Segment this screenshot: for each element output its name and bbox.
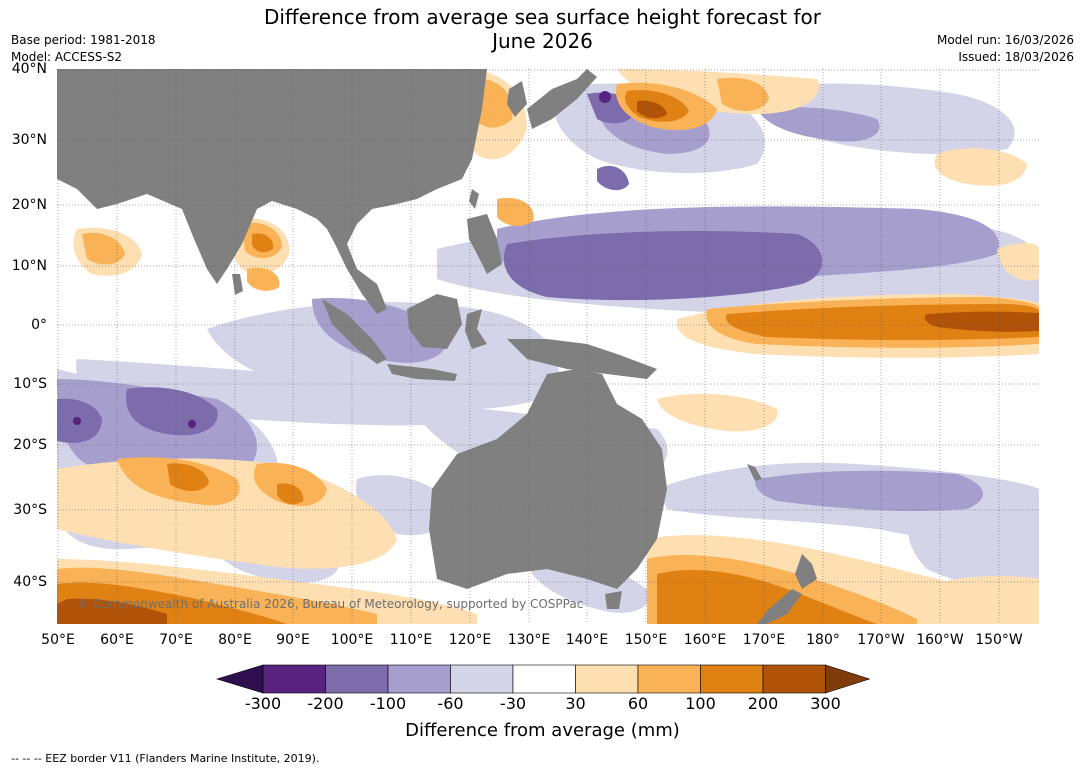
meta-right: Model run: 16/03/2026 Issued: 18/03/2026 xyxy=(937,32,1074,66)
colorbar-tick-label: -300 xyxy=(244,694,282,713)
footnote-text: -- -- -- EEZ border V11 (Flanders Marine… xyxy=(11,752,320,765)
lon-label-140e: 140°E xyxy=(565,632,609,648)
lat-label-40s: 40°S xyxy=(13,574,47,590)
lat-label-10n: 10°N xyxy=(11,258,47,274)
lon-label-50e: 50°E xyxy=(41,632,75,648)
colorbar-tick-label: 300 xyxy=(810,694,841,713)
map-panel[interactable] xyxy=(57,69,1039,624)
lat-label-0: 0° xyxy=(31,317,47,333)
model-run-text: Model run: 16/03/2026 xyxy=(936,33,1074,47)
issued-text: Issued: 18/03/2026 xyxy=(958,50,1074,64)
colorbar-swatch xyxy=(700,664,764,694)
colorbar-tick-label: 100 xyxy=(685,694,716,713)
lon-label-90e: 90°E xyxy=(276,632,310,648)
lat-label-40n: 40°N xyxy=(11,61,47,77)
colorbar-swatch xyxy=(637,664,701,694)
lon-label-170w: 170°W xyxy=(857,632,905,648)
colorbar-tick-label: 30 xyxy=(565,694,586,713)
colorbar-swatch xyxy=(262,664,326,694)
anomaly-darkest-orange xyxy=(57,100,1039,624)
colorbar-swatch xyxy=(762,664,826,694)
colorbar-swatch xyxy=(575,664,639,694)
lat-label-30s: 30°S xyxy=(13,502,47,518)
land-sumatra xyxy=(322,299,387,364)
map-graticule xyxy=(57,69,1039,624)
colorbar-swatch xyxy=(512,664,576,694)
land-tasmania xyxy=(605,591,622,609)
colorbar-tick-label: 200 xyxy=(747,694,779,713)
colorbar-tick-label: -100 xyxy=(369,694,407,713)
lon-label-120e: 120°E xyxy=(448,632,492,648)
land-asia xyxy=(57,69,487,314)
land-philippines xyxy=(467,214,502,274)
land-new-caledonia xyxy=(747,464,762,481)
lon-label-110e: 110°E xyxy=(389,632,433,648)
map-title-line1: Difference from average sea surface heig… xyxy=(263,5,822,29)
lon-label-160e: 160°E xyxy=(683,632,727,648)
land-new-zealand-south xyxy=(757,589,802,624)
lon-label-160w: 160°W xyxy=(916,632,964,648)
anomaly-darkest-purple xyxy=(73,91,611,428)
land-borneo xyxy=(407,294,462,349)
lon-label-60e: 60°E xyxy=(100,632,134,648)
lon-label-170e: 170°E xyxy=(742,632,786,648)
colorbar-label: Difference from average (mm) xyxy=(405,720,680,741)
copyright-text: © Commonwealth of Australia 2026, Bureau… xyxy=(78,597,584,611)
land-australia xyxy=(429,369,667,589)
land xyxy=(57,69,817,624)
lon-label-150w: 150°W xyxy=(975,632,1023,648)
colorbar-tick-label: 60 xyxy=(627,694,649,713)
colorbar-swatch xyxy=(387,664,451,694)
land-new-guinea xyxy=(507,339,657,379)
colorbar-tick-label: -60 xyxy=(437,694,464,713)
model-text: Model: ACCESS-S2 xyxy=(11,50,123,64)
lon-label-180: 180° xyxy=(806,632,840,648)
land-japan xyxy=(527,69,597,129)
colorbar-tick-label: -200 xyxy=(307,694,344,713)
lat-label-10s: 10°S xyxy=(13,376,47,392)
lon-label-130e: 130°E xyxy=(507,632,551,648)
colorbar-extend-low xyxy=(215,664,264,694)
base-period-text: Base period: 1981-2018 xyxy=(11,33,156,47)
land-korea xyxy=(507,81,527,117)
land-new-zealand-north xyxy=(795,554,817,589)
land-taiwan xyxy=(469,189,479,209)
lon-label-100e: 100°E xyxy=(330,632,374,648)
map-title: Difference from average sea surface heig… xyxy=(0,5,1085,53)
colorbar-swatch xyxy=(450,664,514,694)
land-sulawesi xyxy=(465,309,487,349)
map-title-line2: June 2026 xyxy=(492,29,593,53)
lon-label-150e: 150°E xyxy=(624,632,668,648)
lat-label-20n: 20°N xyxy=(11,197,47,213)
land-java xyxy=(387,364,457,381)
map-svg xyxy=(57,69,1039,624)
colorbar xyxy=(215,664,871,694)
lat-label-20s: 20°S xyxy=(13,437,47,453)
lon-label-70e: 70°E xyxy=(159,632,193,648)
lon-label-80e: 80°E xyxy=(218,632,252,648)
colorbar-extend-high xyxy=(825,664,871,694)
lat-label-30n: 30°N xyxy=(11,132,47,148)
colorbar-tick-label: -30 xyxy=(499,694,527,713)
colorbar-swatch xyxy=(325,664,389,694)
meta-left: Base period: 1981-2018 Model: ACCESS-S2 xyxy=(11,32,156,66)
